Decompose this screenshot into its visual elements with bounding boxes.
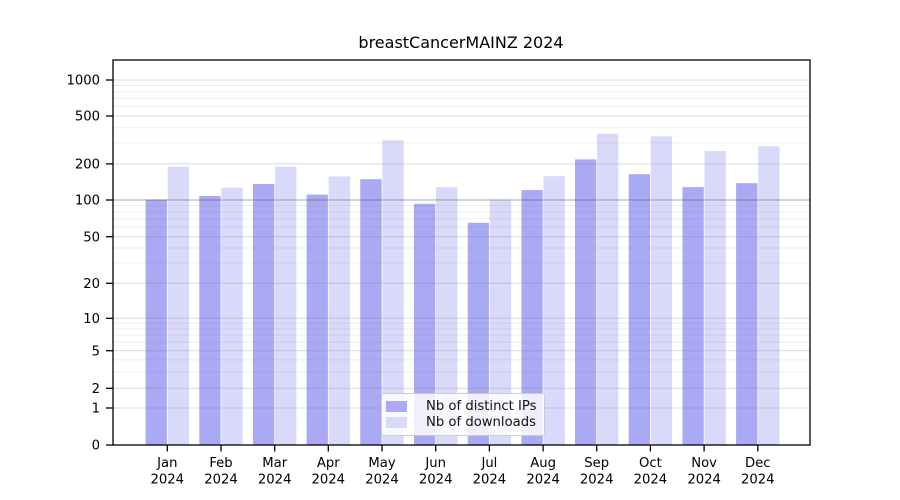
x-tick-label-year: 2024 (580, 473, 614, 488)
bar-series1-nov (704, 151, 726, 445)
y-tick-label: 5 (92, 344, 100, 359)
y-tick-label: 200 (75, 158, 100, 173)
bar-series1-jun (436, 187, 458, 445)
legend: Nb of distinct IPs Nb of downloads (381, 393, 545, 436)
x-tick-label-year: 2024 (258, 473, 292, 488)
x-tick-label-year: 2024 (473, 473, 507, 488)
bar-series1-jan (167, 166, 189, 445)
axis-frame (112, 59, 811, 446)
bar-series0-may (360, 179, 382, 445)
bar-series1-may (382, 140, 404, 445)
x-tick-label-month: Feb (209, 456, 232, 471)
x-tick-label-month: Jun (424, 456, 446, 471)
x-tick-label-year: 2024 (204, 473, 238, 488)
y-tick-label: 100 (75, 194, 100, 209)
x-tick-label-year: 2024 (151, 473, 185, 488)
bar-series0-mar (253, 184, 275, 445)
x-tick-label-year: 2024 (741, 473, 775, 488)
x-tick-label-month: Sep (584, 456, 609, 471)
x-tick-label-month: Mar (262, 456, 287, 471)
y-tick-label: 20 (83, 277, 100, 292)
axes-layer: 0 1 2 5 10 20 50 100 200 500 1000 Jan 2024 Feb 2024 Mar… (66, 59, 811, 488)
bar-series0-jan (145, 199, 167, 445)
legend-item-distinct-ips: Nb of distinct IPs (386, 398, 537, 414)
bar-series1-oct (650, 136, 673, 445)
bar-series0-jun (414, 203, 436, 445)
bars-layer (145, 133, 780, 446)
x-tick-label-month: Aug (530, 456, 556, 471)
bar-series0-sep (575, 159, 597, 445)
grid-layer (113, 79, 810, 409)
bar-series1-feb (221, 187, 243, 445)
x-tick-label-month: Oct (639, 456, 662, 471)
x-tick-label-year: 2024 (634, 473, 668, 488)
bar-series1-jul (489, 199, 512, 445)
x-tick-label-month: Apr (317, 456, 340, 471)
legend-swatch-distinct-ips (386, 400, 407, 412)
bar-series1-dec (758, 146, 780, 446)
legend-item-downloads: Nb of downloads (386, 416, 536, 429)
y-tick-label: 50 (83, 230, 100, 245)
x-tick-label-year: 2024 (526, 473, 560, 488)
x-tick-label-month: May (368, 456, 395, 471)
x-tick-label-year: 2024 (419, 473, 453, 488)
bar-series0-nov (682, 187, 704, 445)
bar-series1-mar (275, 166, 297, 445)
y-tick-label: 1 (92, 402, 100, 417)
x-tick-label-year: 2024 (365, 473, 399, 488)
bar-series0-oct (628, 174, 650, 445)
chart-title: breastCancerMAINZ 2024 (358, 33, 563, 52)
bar-series0-jul (467, 222, 489, 445)
x-tick-label-month: Dec (745, 456, 771, 471)
legend-label-distinct-ips: Nb of distinct IPs (426, 398, 537, 414)
y-tick-label: 2 (92, 382, 100, 397)
bar-series1-sep (597, 133, 619, 446)
y-tick-label: 500 (75, 110, 100, 125)
bar-series1-aug (543, 176, 565, 445)
x-tick-label-month: Nov (691, 456, 717, 471)
legend-swatch-downloads (386, 417, 407, 429)
x-tick-label-month: Jul (480, 456, 497, 471)
bar-series0-feb (199, 196, 221, 445)
y-tick-label: 10 (83, 312, 100, 327)
x-tick-label-year: 2024 (687, 473, 721, 488)
legend-label-downloads: Nb of downloads (426, 415, 536, 430)
bar-series0-apr (306, 194, 328, 445)
x-tick-label-month: Jan (156, 456, 177, 471)
x-tick-label-year: 2024 (312, 473, 346, 488)
bar-series0-aug (521, 190, 543, 445)
y-tick-label: 0 (92, 439, 100, 454)
bar-series1-apr (328, 176, 350, 445)
y-tick-label: 1000 (66, 74, 100, 89)
bar-series0-dec (736, 183, 758, 445)
